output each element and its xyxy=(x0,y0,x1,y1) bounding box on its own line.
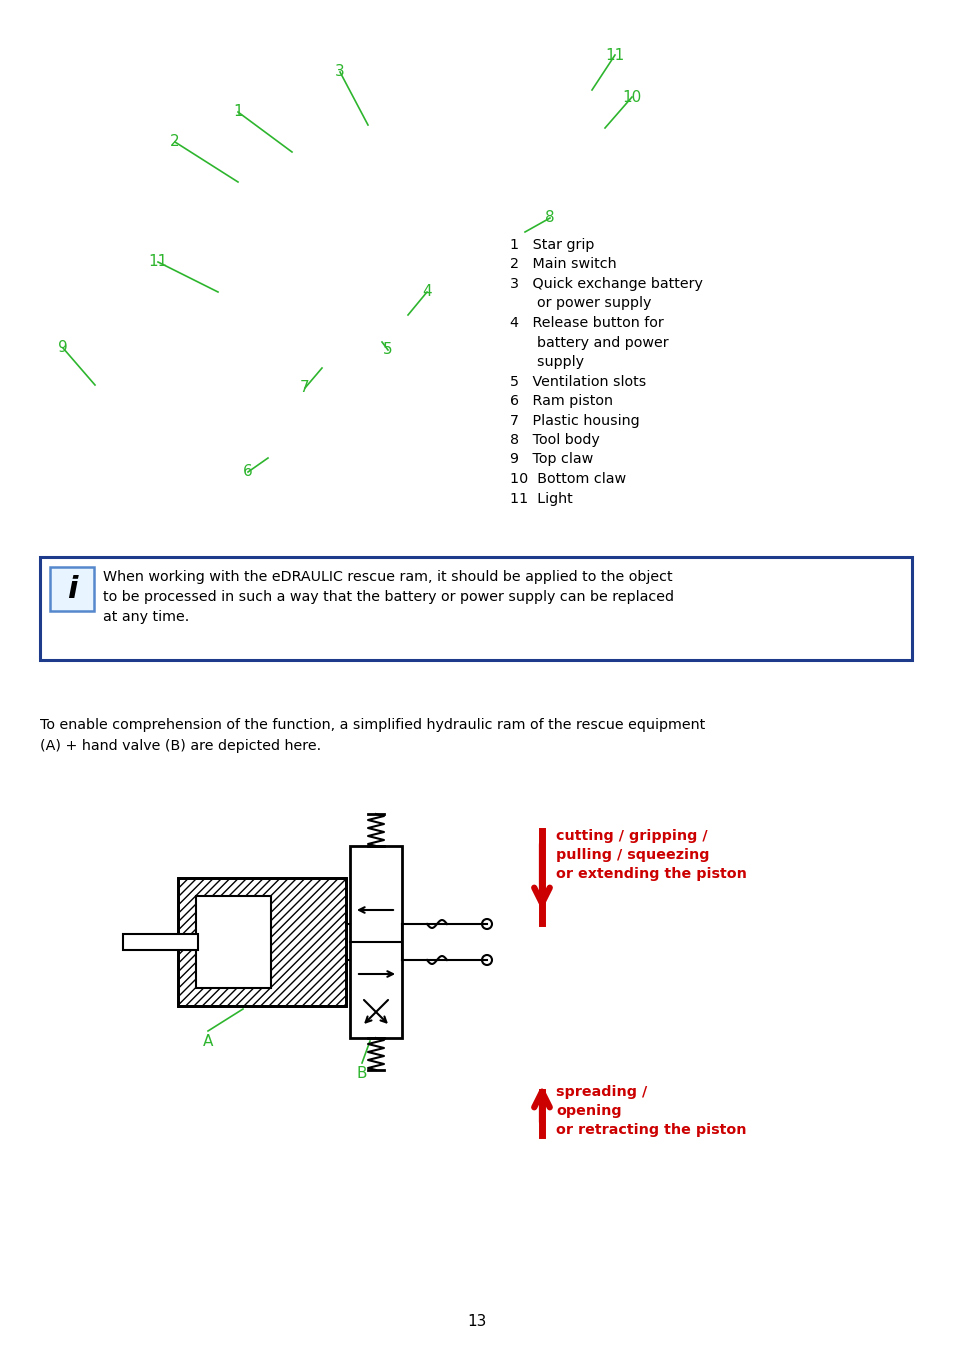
Text: 4: 4 xyxy=(422,284,432,299)
Text: supply: supply xyxy=(510,355,583,370)
Text: 3: 3 xyxy=(335,65,345,80)
Text: When working with the eDRAULIC rescue ram, it should be applied to the object
to: When working with the eDRAULIC rescue ra… xyxy=(103,570,673,624)
Text: 2   Main switch: 2 Main switch xyxy=(510,257,616,272)
Text: battery and power: battery and power xyxy=(510,336,668,349)
Text: or power supply: or power supply xyxy=(510,297,651,310)
Text: B: B xyxy=(356,1066,367,1080)
Text: 10: 10 xyxy=(621,89,641,104)
Bar xyxy=(195,896,271,988)
Text: 6   Ram piston: 6 Ram piston xyxy=(510,394,613,408)
Text: 2: 2 xyxy=(170,134,179,149)
Text: 3   Quick exchange battery: 3 Quick exchange battery xyxy=(510,278,702,291)
Bar xyxy=(123,934,198,951)
Text: 6: 6 xyxy=(243,464,253,479)
Text: 13: 13 xyxy=(467,1315,486,1330)
Bar xyxy=(40,556,911,659)
Text: 8: 8 xyxy=(544,210,555,226)
Text: 8   Tool body: 8 Tool body xyxy=(510,433,599,447)
Bar xyxy=(50,567,94,611)
Text: 7   Plastic housing: 7 Plastic housing xyxy=(510,413,639,428)
Text: 1   Star grip: 1 Star grip xyxy=(510,238,594,252)
Text: 10  Bottom claw: 10 Bottom claw xyxy=(510,473,625,486)
Text: 11: 11 xyxy=(605,47,624,62)
Text: 7: 7 xyxy=(300,380,310,395)
Text: 11: 11 xyxy=(149,255,168,269)
Text: To enable comprehension of the function, a simplified hydraulic ram of the rescu: To enable comprehension of the function,… xyxy=(40,718,704,753)
Text: 5: 5 xyxy=(383,343,393,357)
Bar xyxy=(178,877,346,1006)
Text: i: i xyxy=(67,575,77,604)
Text: 9   Top claw: 9 Top claw xyxy=(510,452,593,467)
Text: 11  Light: 11 Light xyxy=(510,492,572,505)
Text: spreading /
opening
or retracting the piston: spreading / opening or retracting the pi… xyxy=(556,1085,745,1137)
Text: 1: 1 xyxy=(233,104,243,119)
Bar xyxy=(350,846,401,1039)
Text: cutting / gripping /
pulling / squeezing
or extending the piston: cutting / gripping / pulling / squeezing… xyxy=(556,829,746,881)
Text: 9: 9 xyxy=(58,340,68,356)
Bar xyxy=(178,877,346,1006)
Text: 4   Release button for: 4 Release button for xyxy=(510,315,663,330)
Text: 5   Ventilation slots: 5 Ventilation slots xyxy=(510,375,645,389)
Text: A: A xyxy=(203,1034,213,1049)
